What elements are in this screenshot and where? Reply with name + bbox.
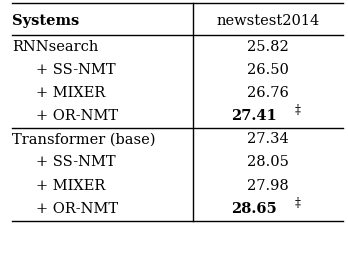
Text: + OR-NMT: + OR-NMT <box>36 109 118 123</box>
Text: + OR-NMT: + OR-NMT <box>36 202 118 216</box>
Text: Transformer (base): Transformer (base) <box>12 132 155 146</box>
Text: 27.41: 27.41 <box>231 109 277 123</box>
Text: 28.05: 28.05 <box>247 155 289 169</box>
Text: ‡: ‡ <box>294 104 300 117</box>
Text: + MIXER: + MIXER <box>36 86 105 100</box>
Text: 27.34: 27.34 <box>247 132 289 146</box>
Text: RNNsearch: RNNsearch <box>12 40 98 54</box>
Text: + SS-NMT: + SS-NMT <box>36 155 116 169</box>
Text: 26.76: 26.76 <box>247 86 289 100</box>
Text: Systems: Systems <box>12 14 79 28</box>
Text: ‡: ‡ <box>294 197 300 210</box>
Text: + SS-NMT: + SS-NMT <box>36 63 116 77</box>
Text: + MIXER: + MIXER <box>36 179 105 193</box>
Text: 27.98: 27.98 <box>247 179 289 193</box>
Text: 28.65: 28.65 <box>231 202 277 216</box>
Text: 26.50: 26.50 <box>247 63 289 77</box>
Text: 25.82: 25.82 <box>247 40 289 54</box>
Text: newstest2014: newstest2014 <box>216 14 320 28</box>
